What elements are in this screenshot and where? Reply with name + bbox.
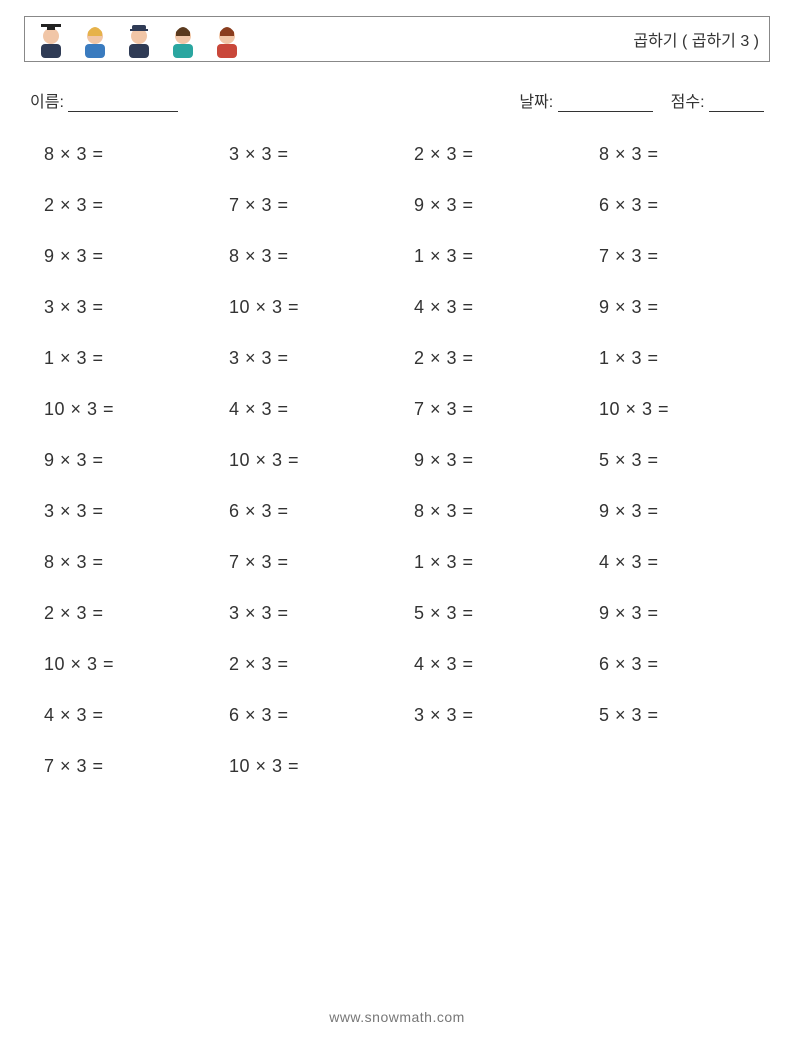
- name-label: 이름:: [30, 88, 64, 112]
- problem-cell: 7 × 3 =: [414, 399, 589, 420]
- problem-cell: 6 × 3 =: [599, 195, 774, 216]
- problem-cell: 1 × 3 =: [414, 246, 589, 267]
- problem-cell: 8 × 3 =: [44, 552, 219, 573]
- problem-cell: 10 × 3 =: [44, 399, 219, 420]
- problem-cell: 1 × 3 =: [44, 348, 219, 369]
- name-blank[interactable]: [68, 95, 178, 112]
- problem-cell: [599, 756, 774, 777]
- problem-cell: 6 × 3 =: [599, 654, 774, 675]
- worksheet-page: 곱하기 ( 곱하기 3 ) 이름: 날짜: 점수: 8 × 3 = 3 × 3 =…: [0, 0, 794, 1053]
- problem-cell: 10 × 3 =: [229, 756, 404, 777]
- avatar-row: [35, 20, 243, 58]
- problem-cell: 3 × 3 =: [414, 705, 589, 726]
- problem-cell: 3 × 3 =: [229, 144, 404, 165]
- problem-cell: 9 × 3 =: [44, 246, 219, 267]
- problem-cell: 9 × 3 =: [414, 450, 589, 471]
- problem-cell: 9 × 3 =: [599, 603, 774, 624]
- problem-cell: 7 × 3 =: [44, 756, 219, 777]
- problem-cell: 10 × 3 =: [229, 297, 404, 318]
- problem-cell: 4 × 3 =: [414, 297, 589, 318]
- problem-cell: 9 × 3 =: [44, 450, 219, 471]
- problem-cell: 7 × 3 =: [599, 246, 774, 267]
- problems-grid: 8 × 3 = 3 × 3 = 2 × 3 = 8 × 3 = 2 × 3 = 7 × 3…: [44, 144, 770, 777]
- avatar-teal-icon: [167, 20, 199, 58]
- problem-cell: 2 × 3 =: [414, 144, 589, 165]
- score-label: 점수:: [671, 94, 705, 111]
- avatar-blonde-icon: [79, 20, 111, 58]
- avatar-grad-icon: [35, 20, 67, 58]
- problem-cell: 3 × 3 =: [229, 348, 404, 369]
- problem-cell: 8 × 3 =: [229, 246, 404, 267]
- meta-row: 이름: 날짜: 점수:: [30, 88, 764, 112]
- problem-cell: 4 × 3 =: [44, 705, 219, 726]
- meta-name: 이름:: [30, 88, 178, 112]
- avatar-officer-icon: [123, 20, 155, 58]
- problem-cell: 4 × 3 =: [414, 654, 589, 675]
- problem-cell: 8 × 3 =: [414, 501, 589, 522]
- problem-cell: 7 × 3 =: [229, 195, 404, 216]
- problem-cell: 10 × 3 =: [229, 450, 404, 471]
- problem-cell: 1 × 3 =: [599, 348, 774, 369]
- meta-score: 점수:: [671, 88, 764, 112]
- problem-cell: 3 × 3 =: [44, 501, 219, 522]
- worksheet-title: 곱하기 ( 곱하기 3 ): [633, 27, 759, 51]
- problem-cell: 5 × 3 =: [599, 705, 774, 726]
- problem-cell: 2 × 3 =: [44, 195, 219, 216]
- problem-cell: [414, 756, 589, 777]
- avatar-red-icon: [211, 20, 243, 58]
- problem-cell: 4 × 3 =: [599, 552, 774, 573]
- problem-cell: 1 × 3 =: [414, 552, 589, 573]
- problem-cell: 5 × 3 =: [414, 603, 589, 624]
- problem-cell: 6 × 3 =: [229, 705, 404, 726]
- problem-cell: 9 × 3 =: [414, 195, 589, 216]
- problem-cell: 3 × 3 =: [229, 603, 404, 624]
- problem-cell: 8 × 3 =: [599, 144, 774, 165]
- problem-cell: 3 × 3 =: [44, 297, 219, 318]
- problem-cell: 2 × 3 =: [229, 654, 404, 675]
- meta-date: 날짜:: [519, 88, 652, 112]
- header-box: 곱하기 ( 곱하기 3 ): [24, 16, 770, 62]
- problem-cell: 5 × 3 =: [599, 450, 774, 471]
- date-blank[interactable]: [558, 95, 653, 112]
- problem-cell: 7 × 3 =: [229, 552, 404, 573]
- problem-cell: 4 × 3 =: [229, 399, 404, 420]
- problem-cell: 9 × 3 =: [599, 501, 774, 522]
- problem-cell: 2 × 3 =: [44, 603, 219, 624]
- problem-cell: 8 × 3 =: [44, 144, 219, 165]
- problem-cell: 6 × 3 =: [229, 501, 404, 522]
- score-blank[interactable]: [709, 95, 764, 112]
- problem-cell: 10 × 3 =: [44, 654, 219, 675]
- problem-cell: 10 × 3 =: [599, 399, 774, 420]
- problem-cell: 2 × 3 =: [414, 348, 589, 369]
- date-label: 날짜:: [519, 94, 553, 111]
- problem-cell: 9 × 3 =: [599, 297, 774, 318]
- footer-url: www.snowmath.com: [0, 1009, 794, 1025]
